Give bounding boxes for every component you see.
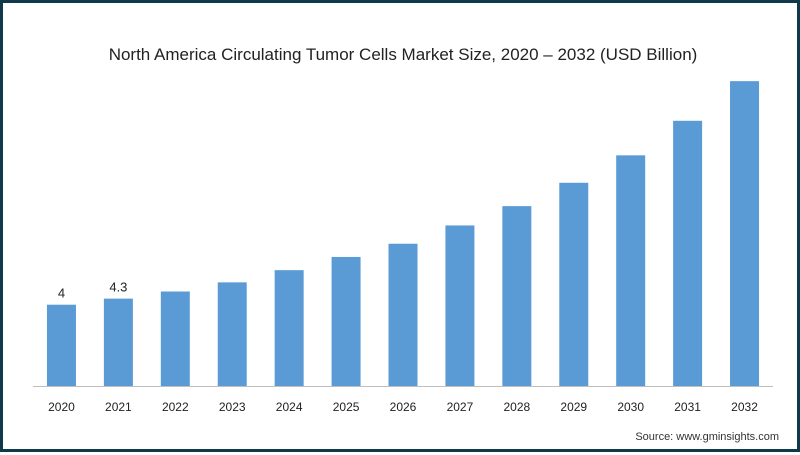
bar-2024 [274,270,304,386]
x-tick-label: 2032 [731,400,758,414]
x-tick-label: 2020 [48,400,75,414]
bar-2022 [160,291,190,386]
x-tick-label: 2021 [105,400,132,414]
bar-chart: 2020 4 2021 4.3 2022 2023 2024 2025 2026 2027 2028… [33,81,773,414]
x-tick-label: 2028 [503,400,530,414]
bar-2032 [730,81,760,387]
bar-2031 [673,120,703,387]
x-tick-label: 2022 [162,400,189,414]
bar-2028 [502,206,532,386]
bar-2027 [445,225,475,386]
bar-2029 [559,182,589,386]
x-tick-label: 2025 [333,400,360,414]
x-tick-label: 2029 [560,400,587,414]
bar-2020 [46,304,76,386]
bar-2026 [388,243,418,386]
bar-2030 [616,155,646,386]
bar-2025 [331,256,361,386]
x-tick-label: 2024 [276,400,303,414]
chart-title: North America Circulating Tumor Cells Ma… [108,45,698,64]
source-text: Source: www.gminsights.com [635,431,779,443]
x-tick-label: 2031 [674,400,701,414]
x-tick-label: 2030 [617,400,644,414]
data-label-2021: 4.3 [109,280,127,295]
x-tick-label: 2027 [447,400,474,414]
bar-2021 [103,298,133,386]
x-tick-label: 2023 [219,400,246,414]
x-tick-label: 2026 [390,400,417,414]
bar-2023 [217,282,247,386]
data-label-2020: 4 [58,286,65,301]
